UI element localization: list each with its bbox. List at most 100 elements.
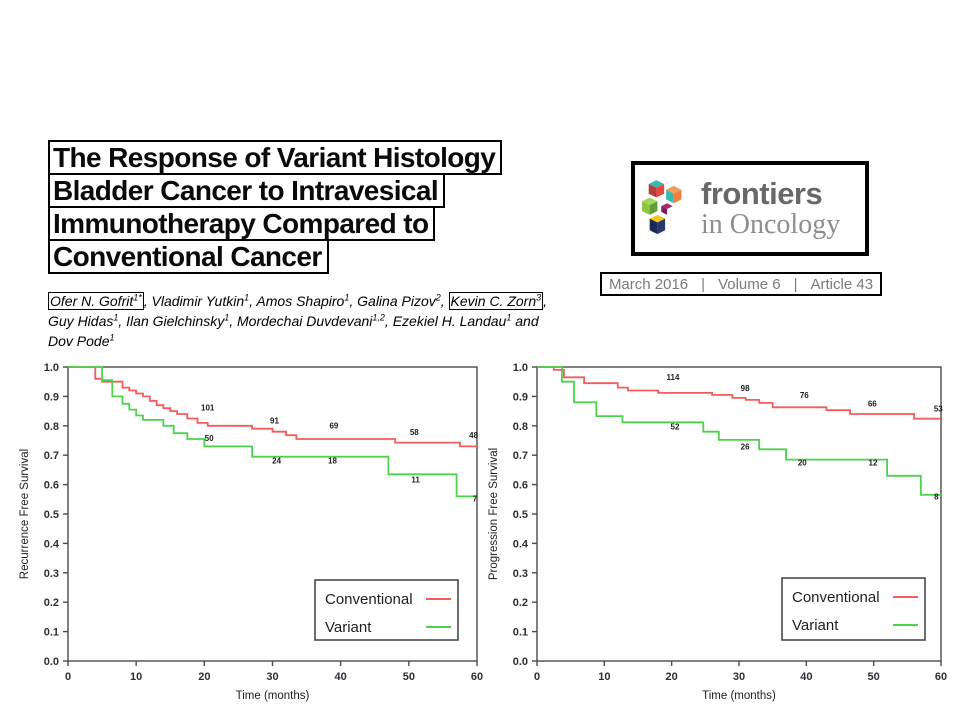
author-separator: , [543, 293, 548, 309]
author-affiliation-sup: 1 [344, 292, 350, 303]
separator: | [793, 275, 798, 293]
cube-face [666, 185, 682, 194]
svg-text:40: 40 [800, 671, 812, 683]
svg-text:20: 20 [798, 459, 807, 468]
author-separator: , [143, 293, 152, 309]
author-name: Vladimir Yutkin1 [151, 292, 250, 309]
svg-text:98: 98 [741, 384, 750, 393]
svg-text:20: 20 [198, 671, 210, 683]
svg-text:0.5: 0.5 [513, 509, 528, 521]
svg-text:Time (months): Time (months) [236, 690, 310, 702]
author-affiliation-sup: 1,2 [372, 312, 385, 323]
journal-edition: in Oncology [701, 208, 841, 240]
svg-text:0.3: 0.3 [513, 568, 528, 580]
svg-text:50: 50 [205, 434, 214, 443]
svg-text:50: 50 [403, 671, 415, 683]
author-separator: , [249, 293, 257, 309]
author-name: Ilan Gielchinsky1 [126, 312, 230, 329]
svg-text:30: 30 [266, 671, 278, 683]
svg-text:30: 30 [733, 671, 745, 683]
svg-text:40: 40 [335, 671, 347, 683]
article-title: The Response of Variant Histology Bladde… [48, 140, 503, 274]
author-separator: , [440, 293, 449, 309]
svg-text:Recurrence Free Survival: Recurrence Free Survival [19, 449, 31, 579]
survival-chart-svg: 0 10 20 30 40 50 60 0.0 0.1 0.2 0.3 0.4 0.5 0.6 0.7 0.8… [488, 362, 947, 702]
cube-face [649, 200, 658, 215]
journal-name: frontiers [701, 175, 823, 211]
svg-text:0.7: 0.7 [44, 450, 59, 462]
svg-text:Conventional: Conventional [325, 591, 413, 608]
svg-text:0: 0 [65, 671, 71, 683]
svg-text:18: 18 [328, 456, 337, 465]
svg-text:0.2: 0.2 [44, 597, 59, 609]
svg-text:Progression Free Survival: Progression Free Survival [488, 448, 500, 580]
author-name[interactable]: Kevin C. Zorn3 [448, 292, 544, 310]
cube-face [641, 200, 650, 215]
svg-text:12: 12 [869, 459, 878, 468]
svg-text:50: 50 [868, 671, 880, 683]
svg-text:Variant: Variant [325, 619, 372, 636]
cube-face [657, 218, 666, 234]
svg-text:0: 0 [534, 671, 540, 683]
title-line-1: The Response of Variant Histology [48, 140, 503, 175]
svg-text:0.1: 0.1 [44, 627, 59, 639]
svg-text:48: 48 [469, 431, 478, 440]
author-separator: , [384, 313, 393, 329]
author-affiliation-sup: 1 [244, 292, 250, 303]
issue-article: Article 43 [810, 275, 874, 293]
svg-text:Conventional: Conventional [792, 589, 880, 606]
issue-date: March 2016 [608, 275, 689, 293]
author-name[interactable]: Ofer N. Gofrit1* [48, 292, 144, 310]
author-affiliation-sup: 1 [224, 312, 230, 323]
svg-text:101: 101 [201, 404, 215, 413]
cube-face [649, 214, 666, 223]
survival-chart-svg: 0 10 20 30 40 50 60 0.0 0.1 0.2 0.3 0.4 0.5 0.6 0.7 0.8… [19, 362, 483, 702]
cube-face [649, 218, 658, 234]
svg-text:58: 58 [410, 428, 419, 437]
svg-text:69: 69 [329, 422, 338, 431]
author-separator: , [229, 313, 237, 329]
progression-free-survival-chart: 0 10 20 30 40 50 60 0.0 0.1 0.2 0.3 0.4 0.5 0.6 0.7 0.8… [480, 355, 960, 720]
svg-text:76: 76 [800, 391, 809, 400]
svg-text:0.0: 0.0 [513, 656, 528, 668]
svg-text:0.3: 0.3 [44, 568, 59, 580]
svg-text:0.6: 0.6 [513, 480, 528, 492]
author-name: Mordechai Duvdevani1,2 [237, 312, 385, 329]
svg-text:0.0: 0.0 [44, 656, 59, 668]
svg-text:11: 11 [411, 476, 420, 485]
svg-text:66: 66 [868, 400, 877, 409]
author-affiliation-sup: 1 [113, 312, 119, 323]
svg-text:0.6: 0.6 [44, 480, 59, 492]
svg-text:0.9: 0.9 [513, 391, 528, 403]
author-affiliation-sup: 1* [133, 292, 142, 303]
cube-face [648, 183, 657, 197]
svg-text:53: 53 [934, 405, 943, 414]
svg-text:8: 8 [934, 492, 939, 501]
svg-text:0.8: 0.8 [44, 421, 59, 433]
cube-face [673, 189, 682, 203]
author-affiliation-sup: 2 [435, 292, 441, 303]
svg-text:10: 10 [130, 671, 142, 683]
author-separator: , [118, 313, 127, 329]
svg-text:20: 20 [666, 671, 678, 683]
svg-text:52: 52 [671, 423, 680, 432]
frontiers-cubes-icon [641, 179, 682, 234]
author-affiliation-sup: 1 [109, 332, 115, 343]
author-separator: , [349, 293, 358, 309]
svg-text:114: 114 [667, 373, 680, 382]
svg-text:0.1: 0.1 [513, 627, 528, 639]
author-separator: and [511, 313, 539, 329]
title-line-2: Bladder Cancer to Intravesical [48, 173, 446, 208]
svg-text:0.5: 0.5 [44, 509, 59, 521]
issue-volume: Volume 6 [718, 275, 781, 293]
author-affiliation-sup: 3 [536, 292, 542, 303]
separator: | [701, 275, 706, 293]
frontiers-logo-box: frontiers in Oncology [631, 161, 869, 256]
svg-text:Time (months): Time (months) [702, 690, 776, 702]
title-line-3: Immunotherapy Compared to [48, 206, 436, 241]
author-name: Guy Hidas1 [48, 312, 119, 329]
svg-text:Variant: Variant [792, 617, 839, 634]
author-list: Ofer N. Gofrit1*, Vladimir Yutkin1, Amos… [48, 291, 560, 351]
svg-text:0.7: 0.7 [513, 450, 528, 462]
